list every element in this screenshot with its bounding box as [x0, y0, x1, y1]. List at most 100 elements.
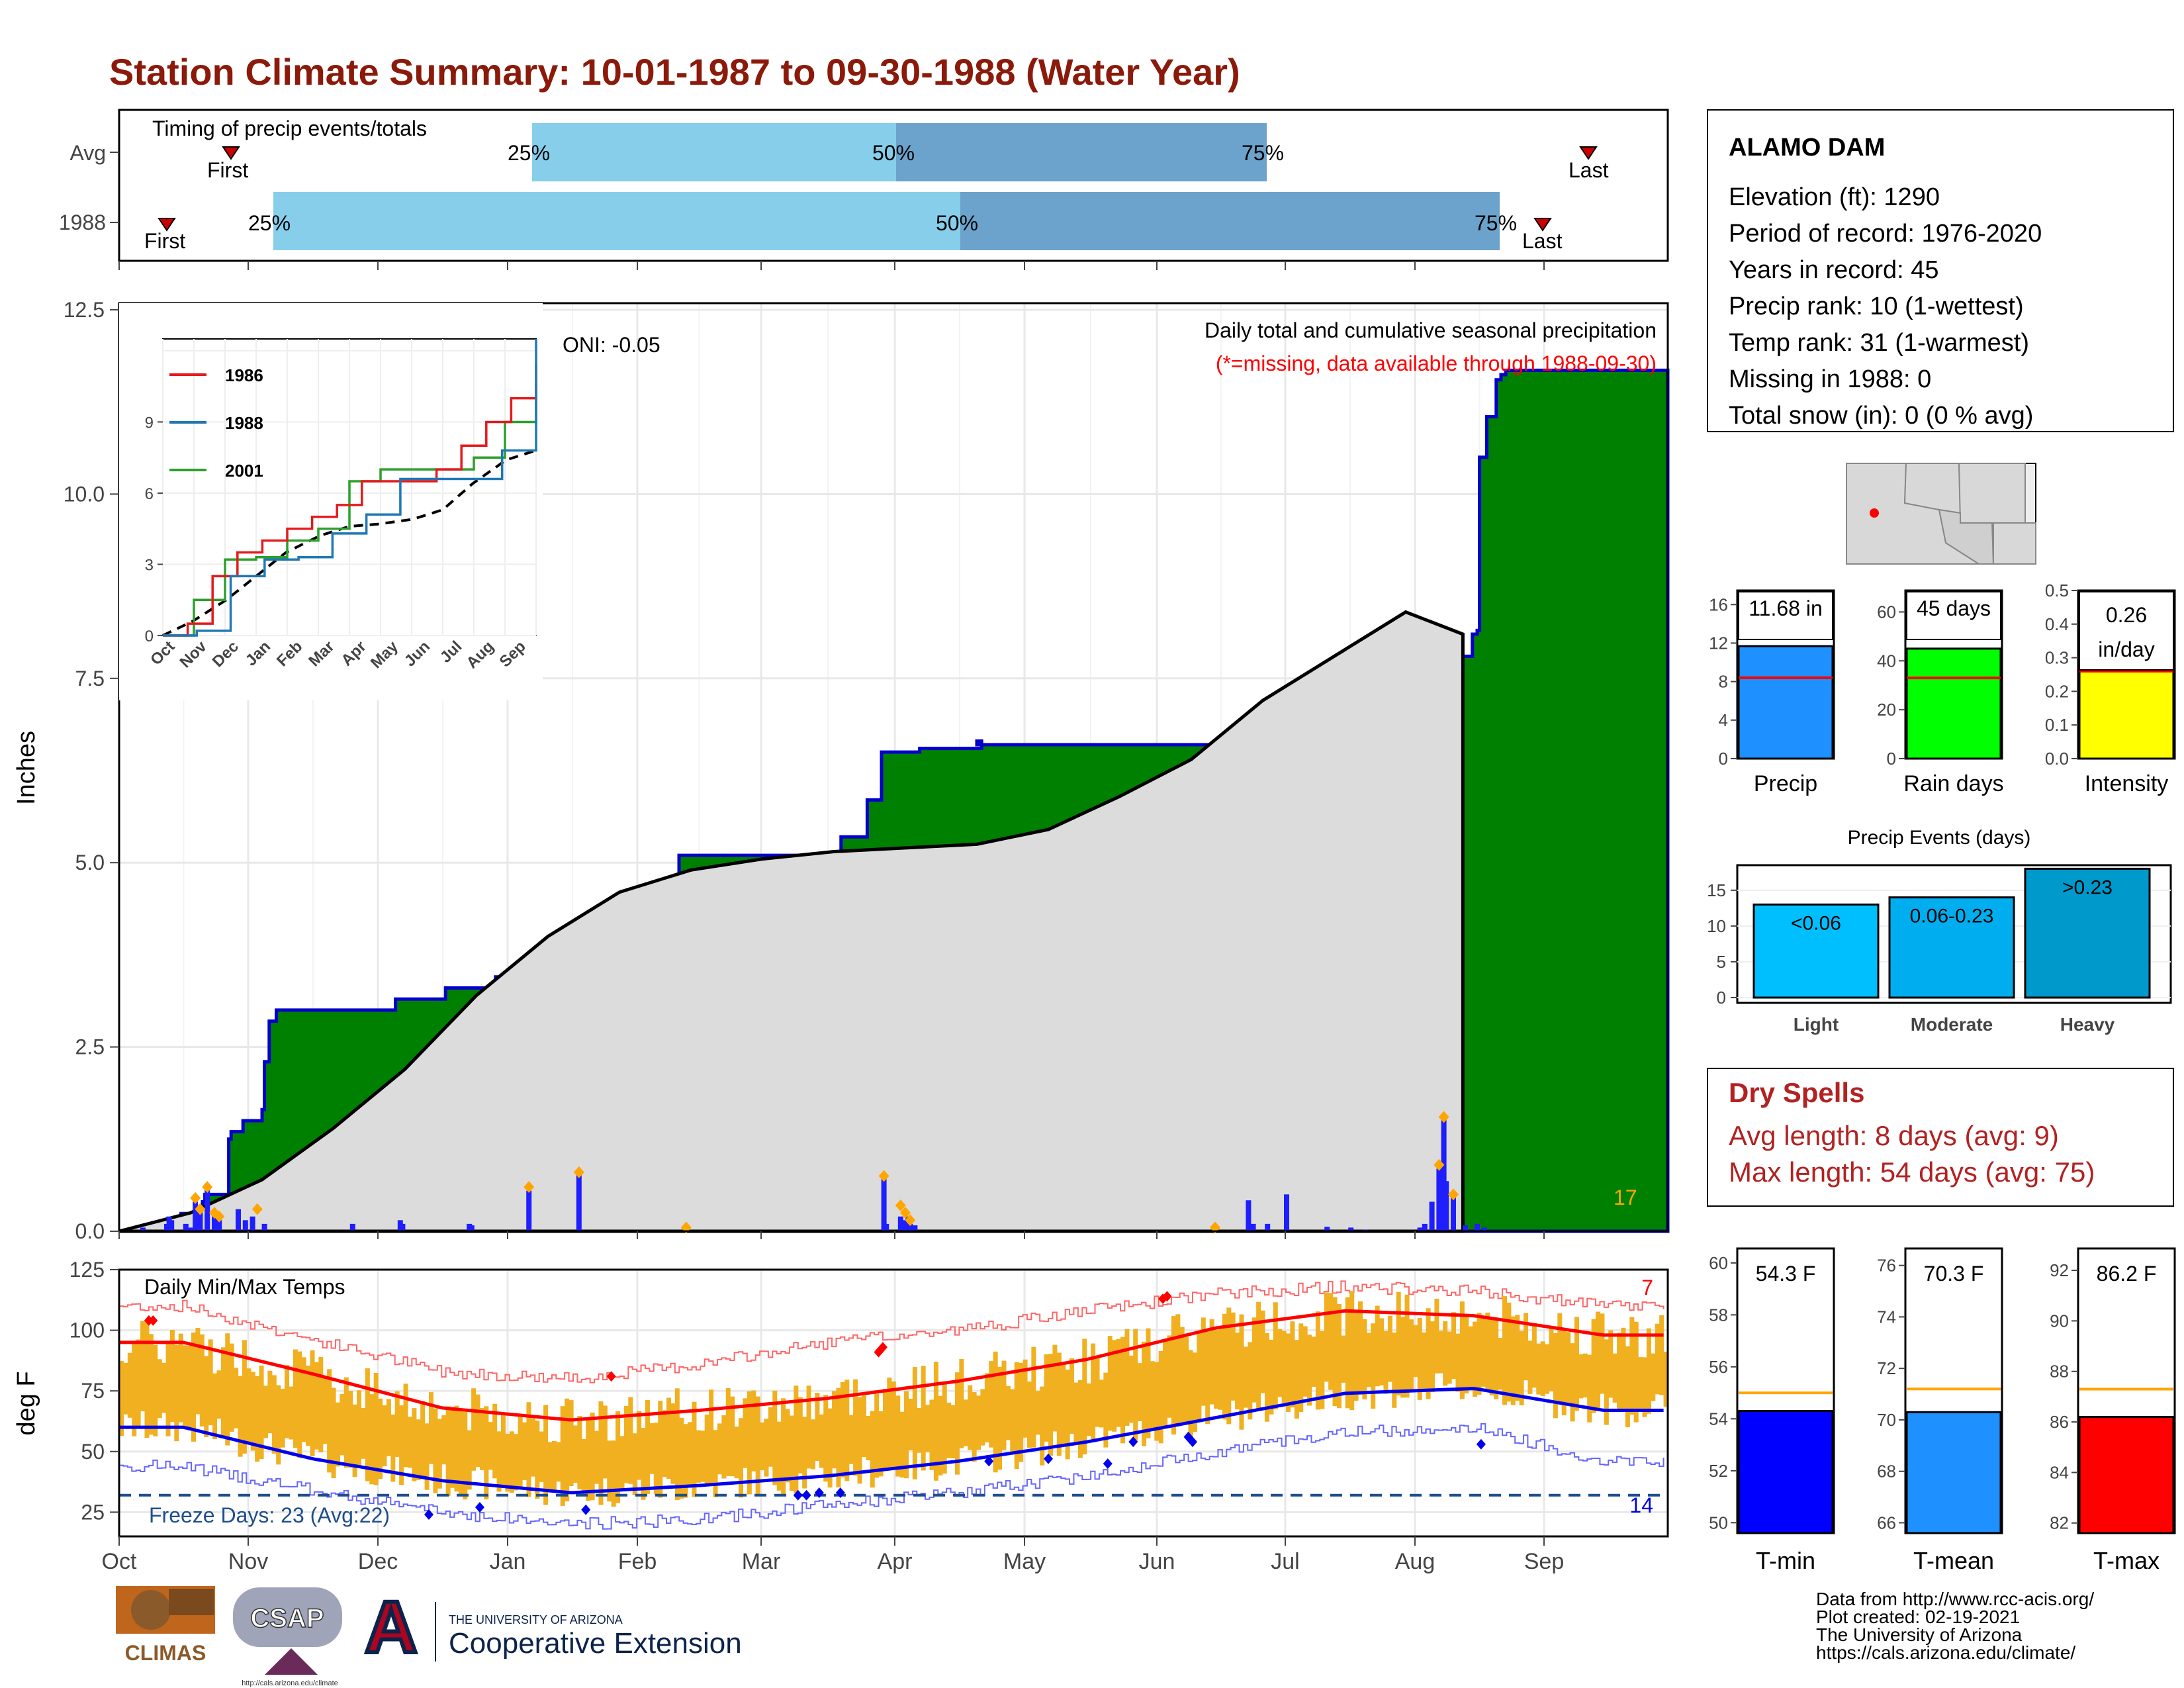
daily-temp-bar: [1124, 1329, 1130, 1426]
month-tick-label: Oct: [102, 1549, 137, 1574]
daily-temp-bar: [420, 1401, 426, 1476]
summary-tick: 12: [1709, 633, 1728, 653]
climas-logo[interactable]: CLIMAS: [116, 1586, 215, 1665]
climas-logo-text: CLIMAS: [125, 1641, 206, 1665]
precip-events-chart: Precip Events (days) <0.06 Light 0.06-0.23…: [1707, 827, 2172, 1035]
daily-temp-bar: [1277, 1329, 1283, 1397]
daily-temp-bar: [1566, 1332, 1571, 1404]
month-tick-label: Feb: [618, 1549, 657, 1574]
daily-temp-bar: [560, 1406, 565, 1506]
daily-precip-bar: [1246, 1200, 1251, 1231]
daily-temp-bar: [127, 1352, 132, 1418]
station-period: Period of record: 1976-2020: [1729, 220, 2042, 248]
daily-temp-bar: [429, 1392, 434, 1464]
daily-temp-bar: [276, 1385, 281, 1465]
daily-temp-bar: [1561, 1329, 1567, 1416]
daily-precip-bar: [1451, 1194, 1456, 1231]
daily-precip-bar: [169, 1220, 175, 1231]
daily-temp-bar: [751, 1390, 756, 1472]
events-tick: 0: [1717, 988, 1726, 1008]
daily-temp-bar: [1655, 1323, 1660, 1395]
average-cumulative-area: [118, 610, 1465, 1233]
daily-temp-bar: [917, 1407, 922, 1453]
daily-temp-bar: [1298, 1323, 1304, 1412]
daily-temp-bar: [352, 1404, 357, 1477]
daily-temp-bar: [467, 1430, 472, 1490]
daily-temp-bar: [602, 1405, 608, 1479]
temp-y-tick: 75: [81, 1379, 105, 1403]
daily-temp-bar: [772, 1390, 778, 1485]
inset-line-1988: [163, 339, 537, 637]
daily-precip-bar: [1265, 1223, 1271, 1231]
daily-temp-bar: [1099, 1380, 1104, 1428]
missing-marker: [895, 1199, 906, 1212]
precip-y-tick: 5.0: [75, 851, 105, 874]
daily-temp-bar: [1167, 1335, 1172, 1418]
daily-temp-bar: [623, 1406, 629, 1483]
precip-total-bar: [1737, 645, 1834, 760]
daily-temp-bar: [802, 1417, 807, 1489]
daily-temp-bar: [119, 1361, 124, 1436]
daily-temp-bar: [1608, 1330, 1614, 1398]
station-precip-rank: Precip rank: 10 (1-wettest): [1729, 293, 2024, 320]
daily-temp-bar: [1443, 1321, 1448, 1386]
summary-tick: 56: [1709, 1357, 1728, 1377]
inset-legend-2001: 2001: [225, 461, 263, 481]
daily-temp-bar: [514, 1434, 519, 1491]
daily-temp-bar: [929, 1399, 934, 1470]
daily-precip-bar: [183, 1223, 189, 1231]
daily-temp-bar: [887, 1378, 892, 1470]
missing-marker: [878, 1170, 889, 1182]
temp-title: Daily Min/Max Temps: [144, 1275, 345, 1299]
dry-spells-title: Dry Spells: [1729, 1077, 1864, 1108]
daily-temp-bar: [1557, 1313, 1563, 1402]
daily-temp-bar: [484, 1406, 489, 1500]
daily-temp-bar: [806, 1385, 811, 1469]
daily-temp-bar: [1392, 1333, 1397, 1408]
daily-temp-bar: [1205, 1331, 1210, 1425]
daily-temp-bar: [285, 1365, 290, 1438]
temp-y-axis: 25 50 75 100 125: [69, 1258, 119, 1524]
daily-temp-bar: [488, 1422, 493, 1470]
daily-temp-bar: [293, 1349, 298, 1448]
daily-temp-bar: [220, 1347, 226, 1438]
daily-temp-bar: [1048, 1354, 1054, 1456]
daily-precip-bar: [1422, 1223, 1428, 1231]
daily-temp-bar: [225, 1333, 230, 1446]
daily-temp-bar: [390, 1414, 396, 1482]
university-logo[interactable]: A THE UNIVERSITY OF ARIZONA Cooperative …: [361, 1585, 742, 1670]
summary-tick: 92: [2050, 1260, 2069, 1280]
daily-temp-bar: [1591, 1319, 1596, 1413]
daily-temp-bar: [789, 1415, 794, 1491]
precip-total-label: 11.68 in: [1749, 596, 1823, 620]
daily-temp-bar: [565, 1398, 570, 1502]
event-bar-heavy: [2024, 867, 2151, 999]
daily-temp-bar: [433, 1408, 438, 1493]
missing-marker: [251, 1203, 263, 1215]
daily-temp-bar: [1477, 1313, 1482, 1395]
daily-temp-bar: [441, 1415, 447, 1465]
daily-precip-bar: [1436, 1168, 1442, 1231]
daily-temp-bar: [882, 1389, 887, 1470]
csap-logo-text: CSAP: [250, 1604, 324, 1633]
record-high-marker: [148, 1315, 158, 1326]
daily-temp-bar: [183, 1345, 188, 1428]
temp-y-tick: 100: [69, 1319, 105, 1342]
daily-temp-bar: [437, 1419, 442, 1489]
daily-temp-bar: [157, 1359, 162, 1419]
missing-marker: [573, 1166, 584, 1178]
daily-temp-bar: [1549, 1327, 1554, 1391]
daily-precip-bar: [1463, 1225, 1468, 1231]
timing-1988-p25: 25%: [248, 211, 291, 235]
daily-temp-bar: [1510, 1316, 1516, 1405]
csap-logo[interactable]: CSAP http://cals.arizona.edu/climate: [233, 1587, 342, 1687]
daily-temp-bar: [950, 1405, 956, 1459]
timing-row-1988: 1988: [59, 211, 106, 234]
daily-temp-bar: [1353, 1311, 1359, 1401]
daily-precip-bar: [188, 1227, 193, 1231]
daily-temp-bar: [938, 1395, 943, 1476]
daily-temp-bar: [1527, 1340, 1533, 1394]
daily-temp-bar: [747, 1391, 752, 1495]
daily-temp-bar: [972, 1392, 977, 1462]
